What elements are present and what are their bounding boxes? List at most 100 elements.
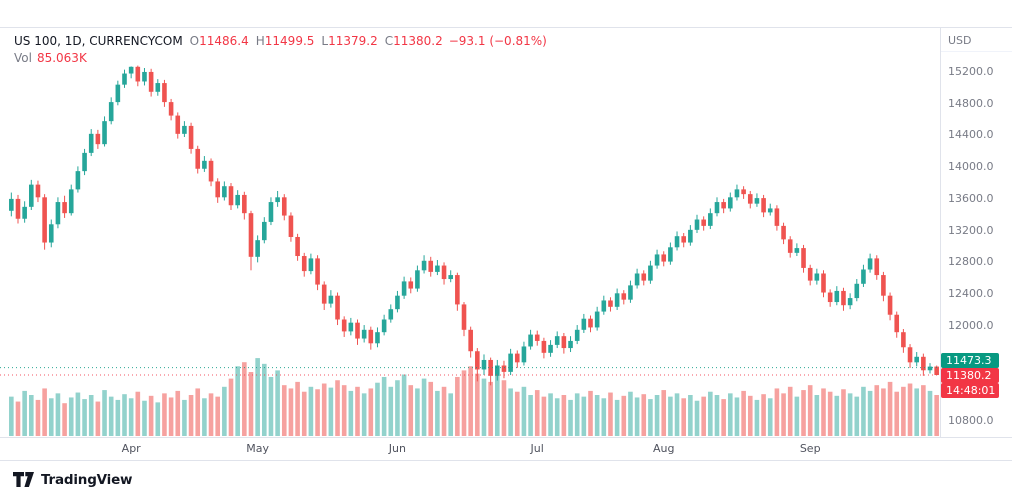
volume-bar xyxy=(182,399,187,436)
volume-bar xyxy=(115,399,121,436)
time-scale[interactable]: Apr May Jun Jul Aug Sep xyxy=(0,437,1012,460)
volume-bar xyxy=(721,399,726,436)
candle-body xyxy=(628,285,633,300)
volume-bar xyxy=(42,388,47,436)
volume-bar xyxy=(421,378,427,436)
volume-bar xyxy=(195,388,201,436)
candle-body xyxy=(601,300,607,312)
volume-bar xyxy=(29,395,34,436)
candlestick-chart[interactable] xyxy=(0,0,940,460)
candle-body xyxy=(847,298,853,306)
volume-bar xyxy=(222,386,227,436)
volume-bar xyxy=(375,382,380,436)
volume-bar xyxy=(761,394,766,436)
candle-body xyxy=(388,309,394,320)
volume-bar xyxy=(881,388,886,436)
volume-label[interactable]: Vol xyxy=(14,51,32,65)
volume-bar xyxy=(9,396,14,436)
candle-body xyxy=(228,186,234,206)
volume-bar xyxy=(554,398,560,436)
candle-body xyxy=(501,365,507,372)
month-label[interactable]: May xyxy=(246,442,269,455)
candle-body xyxy=(62,202,67,214)
candle-body xyxy=(581,318,587,330)
volume-bar xyxy=(208,393,214,436)
candle-body xyxy=(661,254,667,262)
volume-bar xyxy=(861,386,866,436)
volume-bar xyxy=(501,380,507,436)
candle-body xyxy=(807,267,813,281)
candle-body xyxy=(128,66,134,74)
candle-body xyxy=(408,281,414,289)
volume-bar xyxy=(528,395,533,436)
low-value: 11379.2 xyxy=(328,34,378,48)
candle-body xyxy=(375,332,380,344)
volume-bar xyxy=(561,395,567,436)
month-label[interactable]: Jul xyxy=(530,442,544,455)
volume-bar xyxy=(508,388,513,436)
volume-bar xyxy=(741,390,746,436)
month-label[interactable]: Apr xyxy=(121,442,141,455)
volume-bar xyxy=(481,378,487,436)
volume-bar xyxy=(248,372,254,436)
volume-bar xyxy=(807,385,813,436)
candle-body xyxy=(488,359,493,376)
candle-body xyxy=(328,295,334,304)
volume-bar xyxy=(821,388,826,436)
volume-bar xyxy=(688,395,693,436)
symbol-title[interactable]: US 100, 1D, CURRENCYCOM xyxy=(14,34,183,48)
volume-bar xyxy=(162,393,167,436)
candle-body xyxy=(88,133,94,153)
volume-bar xyxy=(701,396,706,436)
candle-body xyxy=(608,300,613,307)
volume-bar xyxy=(108,396,114,436)
volume-bar xyxy=(415,388,420,436)
volume-bar xyxy=(574,393,580,436)
candle-body xyxy=(814,273,820,281)
month-label[interactable]: Aug xyxy=(652,442,675,455)
volume-bar xyxy=(781,393,786,436)
volume-bar xyxy=(814,395,820,436)
volume-bar xyxy=(641,394,647,436)
volume-bar xyxy=(874,385,880,436)
volume-bar xyxy=(661,390,667,436)
volume-bar xyxy=(495,375,500,436)
candle-body xyxy=(541,340,547,353)
candle-body xyxy=(721,202,726,209)
month-label[interactable]: Sep xyxy=(799,442,821,455)
volume-bar xyxy=(907,383,913,436)
volume-bar xyxy=(448,393,453,436)
volume-bar xyxy=(75,392,81,436)
candle-body xyxy=(168,102,174,116)
candle-body xyxy=(901,332,906,348)
volume-bar xyxy=(714,395,720,436)
tradingview-logo[interactable]: TradingView xyxy=(13,472,133,488)
candle-body xyxy=(308,258,314,272)
candle-body xyxy=(841,290,846,306)
volume-bar xyxy=(475,373,480,436)
candle-body xyxy=(761,198,766,213)
candle-body xyxy=(521,346,527,363)
candle-body xyxy=(268,202,274,222)
month-label[interactable]: Jun xyxy=(388,442,406,455)
candle-body xyxy=(574,329,580,341)
volume-bar xyxy=(242,362,247,436)
volume-bar xyxy=(887,381,893,436)
volume-bar xyxy=(168,397,174,436)
candle-body xyxy=(781,225,786,240)
candle-body xyxy=(321,284,327,304)
volume-bar xyxy=(355,386,360,436)
high-value: 11499.5 xyxy=(264,34,315,48)
candle-body xyxy=(215,181,220,198)
candle-body xyxy=(421,260,427,271)
volume-bar xyxy=(867,390,873,436)
candle-body xyxy=(401,281,407,296)
candle-body xyxy=(834,290,840,303)
candle-body xyxy=(175,115,181,134)
secondary-price-label: 11473.3 xyxy=(941,352,999,368)
volume-bar xyxy=(215,396,220,436)
volume-bar xyxy=(514,391,520,436)
candle-body xyxy=(75,171,81,190)
volume-bar xyxy=(62,403,67,436)
candle-body xyxy=(794,248,800,253)
